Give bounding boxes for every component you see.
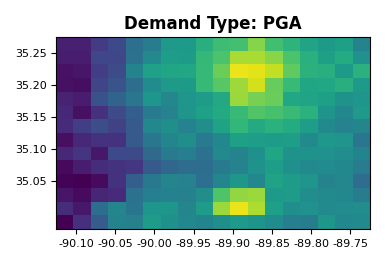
- Title: Demand Type: PGA: Demand Type: PGA: [124, 15, 302, 33]
